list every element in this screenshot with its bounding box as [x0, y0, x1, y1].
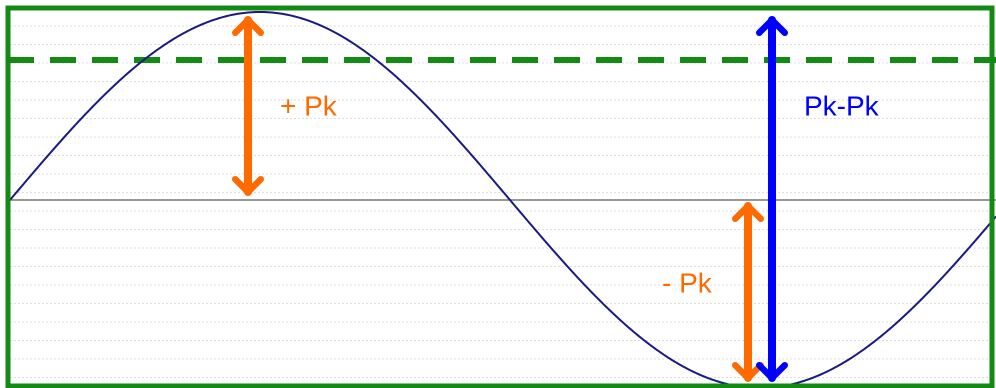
sine-wave: [9, 10, 996, 388]
grid: [10, 25, 994, 378]
negative-peak-label: - Pk: [662, 267, 713, 298]
frame: [5, 5, 995, 388]
peak-to-peak-label: Pk-Pk: [804, 90, 880, 121]
positive-peak-label: + Pk: [280, 90, 338, 121]
